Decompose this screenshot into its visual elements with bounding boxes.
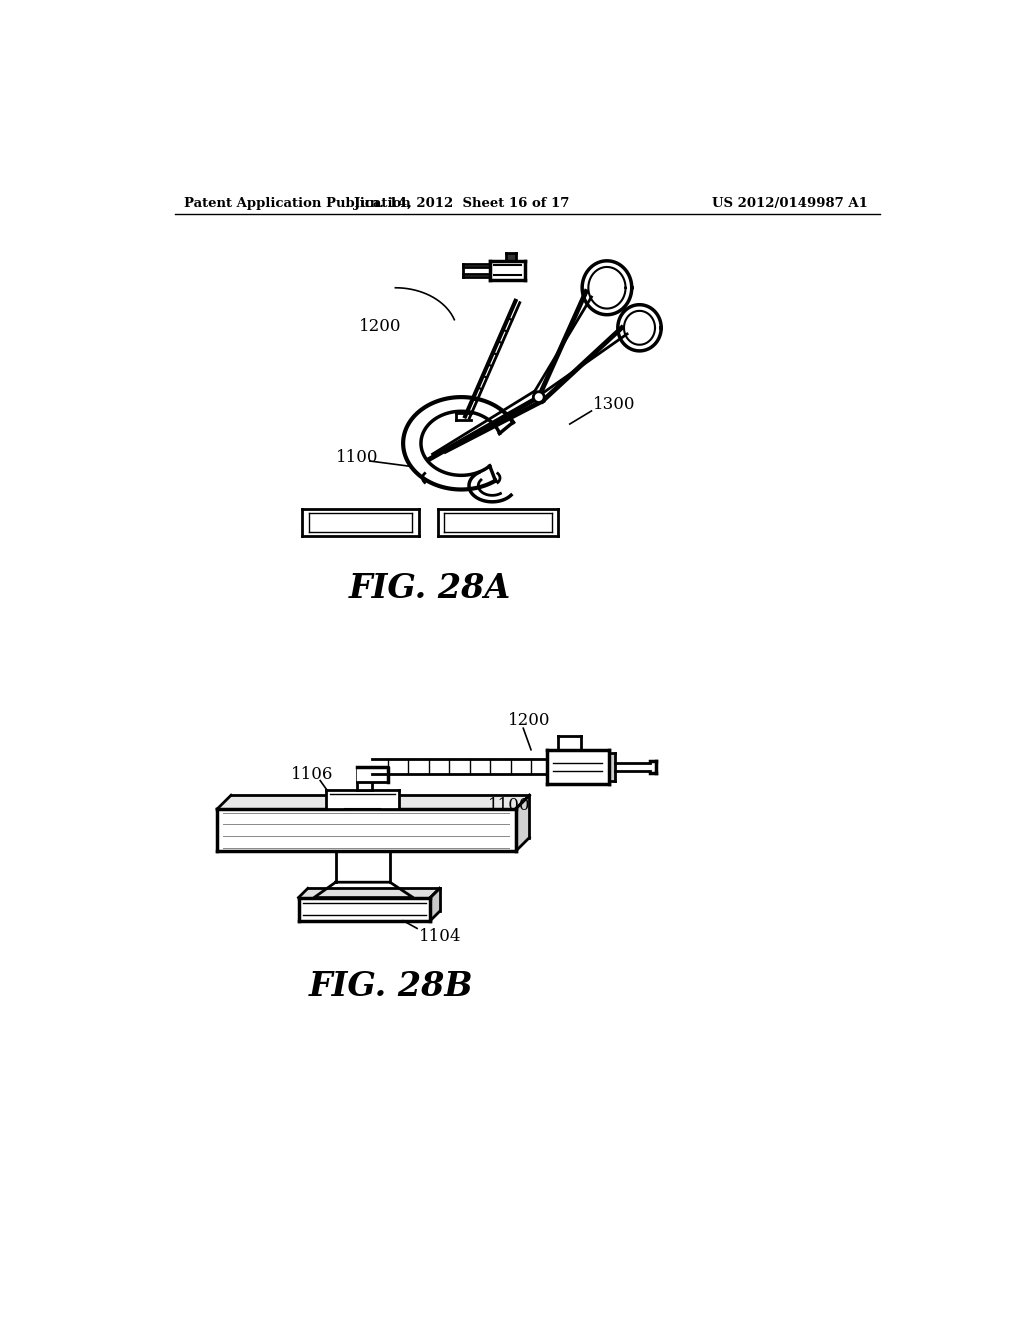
Text: 1104: 1104	[419, 928, 461, 945]
Text: US 2012/0149987 A1: US 2012/0149987 A1	[713, 197, 868, 210]
Text: Jun. 14, 2012  Sheet 16 of 17: Jun. 14, 2012 Sheet 16 of 17	[353, 197, 569, 210]
Text: 1300: 1300	[593, 396, 636, 413]
Polygon shape	[217, 809, 515, 851]
Polygon shape	[217, 795, 529, 809]
Polygon shape	[430, 888, 439, 921]
Text: FIG. 28A: FIG. 28A	[349, 572, 511, 605]
Polygon shape	[299, 898, 430, 921]
Polygon shape	[372, 759, 547, 775]
Polygon shape	[515, 795, 529, 851]
Polygon shape	[558, 737, 582, 750]
Text: 1106: 1106	[291, 766, 333, 783]
Polygon shape	[314, 882, 414, 898]
Text: Patent Application Publication: Patent Application Publication	[183, 197, 411, 210]
Text: 1100: 1100	[336, 449, 378, 466]
Polygon shape	[336, 851, 390, 882]
Polygon shape	[326, 789, 399, 809]
Polygon shape	[507, 253, 515, 261]
Circle shape	[534, 392, 544, 403]
Polygon shape	[547, 750, 608, 784]
Polygon shape	[299, 888, 439, 898]
Text: 1200: 1200	[359, 318, 401, 335]
Polygon shape	[608, 752, 614, 780]
Polygon shape	[356, 767, 372, 789]
Text: 1200: 1200	[508, 711, 550, 729]
Text: 1100: 1100	[488, 797, 530, 813]
Polygon shape	[356, 767, 388, 781]
Text: FIG. 28B: FIG. 28B	[309, 970, 474, 1003]
